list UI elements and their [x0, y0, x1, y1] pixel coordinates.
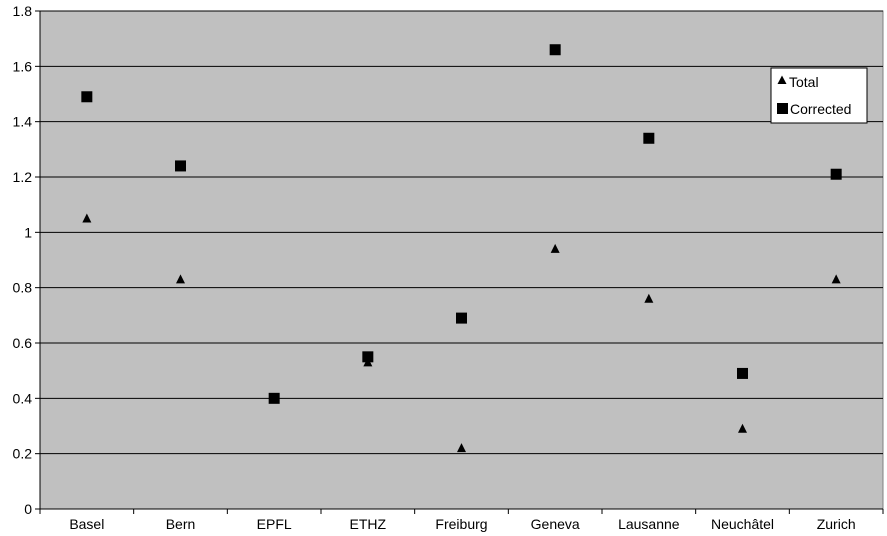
plot-area — [39, 10, 884, 510]
legend-marker-corrected — [777, 103, 788, 114]
y-tick-label: 0 — [24, 501, 32, 517]
x-tick-label: Lausanne — [618, 516, 680, 532]
x-tick-label: Bern — [166, 516, 196, 532]
point-total-7 — [738, 423, 747, 433]
axes — [35, 10, 884, 514]
point-total-0 — [82, 213, 92, 223]
y-tick-label: 0.6 — [13, 335, 33, 351]
point-total-6 — [644, 293, 654, 303]
y-tick-label: 1.6 — [13, 58, 33, 74]
y-tick-label: 1.8 — [13, 3, 33, 19]
legend: Total Corrected — [770, 67, 868, 124]
point-total-1 — [176, 274, 185, 284]
y-tick-label: 1.4 — [13, 114, 33, 130]
legend-marker-total — [777, 75, 787, 84]
y-axis-tick-labels: 0 0.2 0.4 0.6 0.8 1 1.2 1.4 1.6 1.8 — [13, 3, 33, 517]
y-tick-label: 1.2 — [13, 169, 33, 185]
point-corrected-2 — [268, 392, 280, 404]
point-corrected-0 — [81, 91, 93, 103]
point-corrected-7 — [737, 367, 748, 379]
point-total-5 — [550, 243, 560, 253]
x-tick-label: Geneva — [531, 516, 580, 532]
point-corrected-5 — [549, 44, 561, 56]
x-tick-label: ETHZ — [350, 516, 387, 532]
data-points — [81, 44, 842, 453]
x-tick-label: Neuchâtel — [711, 516, 774, 532]
legend-label-corrected: Corrected — [790, 101, 851, 117]
x-tick-label: Basel — [69, 516, 104, 532]
point-corrected-3 — [362, 351, 374, 363]
point-corrected-4 — [456, 312, 467, 324]
point-corrected-1 — [175, 160, 186, 172]
x-tick-label: EPFL — [257, 516, 292, 532]
point-total-4 — [457, 443, 466, 453]
gridlines — [40, 10, 883, 455]
y-tick-label: 1 — [24, 224, 32, 240]
y-tick-label: 0.8 — [13, 280, 33, 296]
legend-label-total: Total — [789, 74, 819, 90]
point-total-8 — [831, 274, 841, 284]
point-corrected-6 — [643, 132, 655, 144]
y-tick-label: 0.2 — [13, 446, 33, 462]
x-tick-label: Freiburg — [435, 516, 487, 532]
x-axis-tick-labels: Basel Bern EPFL ETHZ Freiburg Geneva Lausanne N… — [69, 516, 855, 532]
point-corrected-8 — [830, 168, 842, 180]
x-tick-label: Zurich — [817, 516, 856, 532]
y-tick-label: 0.4 — [13, 390, 33, 406]
